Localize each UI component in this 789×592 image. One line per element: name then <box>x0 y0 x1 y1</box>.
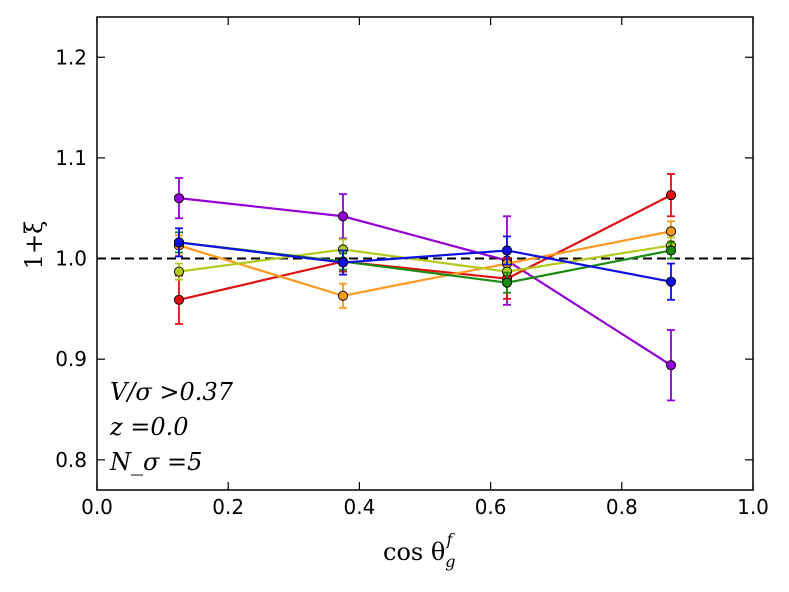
x-axis-label: cos θgf <box>383 530 456 571</box>
x-tick-label: 0.6 <box>475 495 507 519</box>
series-blue <box>173 227 677 301</box>
series-line <box>178 194 672 301</box>
x-ticks: 0.0 0.2 0.4 0.6 0.8 1.0 <box>81 17 769 519</box>
x-axis-label-sub: g <box>445 552 455 571</box>
series-line <box>178 244 672 273</box>
x-axis-label-sup: f <box>446 530 456 549</box>
data-point <box>337 211 349 222</box>
series-line <box>178 230 672 297</box>
series-purple <box>173 177 677 402</box>
data-point <box>501 245 513 256</box>
x-tick-label: 0.0 <box>81 495 113 519</box>
x-tick-label: 0.2 <box>212 495 244 519</box>
data-point <box>337 290 349 301</box>
y-axis-label: 1+ξ <box>20 221 48 270</box>
data-point <box>665 360 677 371</box>
plot-frame <box>96 16 754 491</box>
x-tick-label: 0.4 <box>343 495 375 519</box>
annotation-v-sigma: V/σ >0.37 <box>110 378 234 406</box>
data-point <box>173 266 185 277</box>
y-tick-label: 0.8 <box>55 448 87 472</box>
data-point <box>173 294 185 305</box>
data-point <box>501 277 513 288</box>
x-axis-label-main: cos θ <box>383 538 445 566</box>
y-tick-label: 1.1 <box>55 146 87 170</box>
x-tick-label: 0.8 <box>606 495 638 519</box>
data-point <box>665 190 677 201</box>
series-group <box>173 173 677 402</box>
series-line <box>178 197 672 367</box>
data-point <box>665 276 677 287</box>
data-point <box>173 237 185 248</box>
y-tick-label: 1.2 <box>55 45 87 69</box>
data-point <box>173 193 185 204</box>
y-tick-label: 0.9 <box>55 347 87 371</box>
data-point <box>665 245 677 256</box>
x-tick-label: 1.0 <box>737 495 769 519</box>
annotation-n-sigma: N_σ =5 <box>109 448 202 476</box>
series-line <box>178 241 672 283</box>
data-point <box>665 226 677 237</box>
y-tick-label: 1.0 <box>55 247 87 271</box>
annotation-z: z =0.0 <box>109 413 189 441</box>
data-point <box>337 257 349 268</box>
y-ticks: 0.8 0.9 1.0 1.1 1.2 <box>55 45 753 472</box>
